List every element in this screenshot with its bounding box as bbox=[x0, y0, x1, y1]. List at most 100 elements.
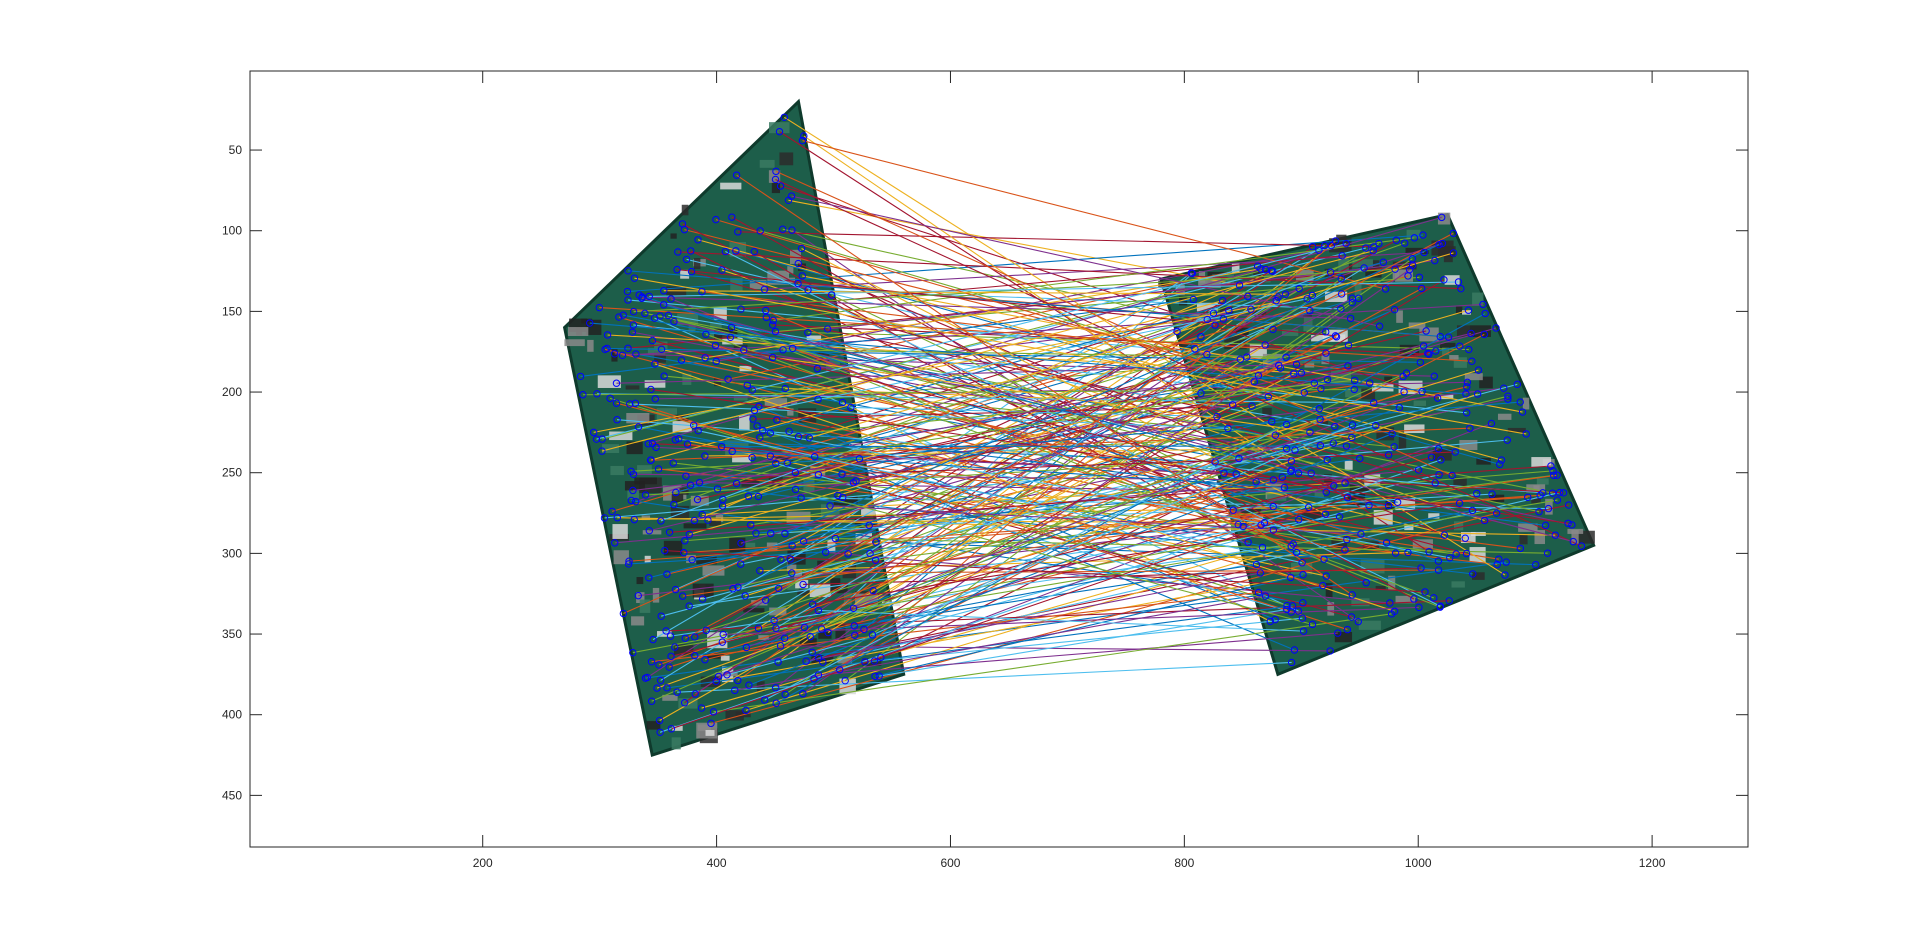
pcb-component bbox=[740, 542, 756, 548]
match-marker bbox=[1480, 330, 1488, 339]
match-marker bbox=[865, 521, 873, 530]
pcb-component bbox=[1431, 240, 1454, 256]
match-marker bbox=[626, 400, 634, 408]
pcb-component bbox=[1311, 334, 1334, 342]
match-marker bbox=[724, 375, 732, 383]
match-marker bbox=[682, 472, 690, 480]
match-marker bbox=[592, 435, 601, 443]
match-marker bbox=[579, 391, 587, 399]
match-marker bbox=[1444, 333, 1453, 341]
match-marker bbox=[799, 580, 807, 589]
match-marker bbox=[1211, 458, 1219, 466]
pcb-component bbox=[1281, 329, 1299, 336]
match-marker bbox=[1503, 436, 1512, 444]
match-marker bbox=[1323, 456, 1331, 464]
pcb-component bbox=[652, 587, 660, 603]
match-marker bbox=[1419, 342, 1428, 350]
pcb-component bbox=[862, 658, 882, 666]
match-marker bbox=[683, 440, 692, 448]
match-marker bbox=[1287, 573, 1295, 582]
match-marker bbox=[1416, 358, 1425, 367]
match-marker bbox=[1350, 385, 1358, 394]
pcb-component bbox=[707, 653, 724, 659]
match-marker bbox=[1425, 547, 1433, 556]
x-tick-label: 200 bbox=[473, 856, 493, 870]
match-marker bbox=[1282, 420, 1291, 429]
match-line bbox=[685, 232, 1454, 639]
pcb-component bbox=[688, 320, 696, 333]
match-marker bbox=[1294, 607, 1303, 615]
match-marker bbox=[1390, 443, 1398, 451]
match-marker bbox=[630, 515, 638, 524]
match-marker bbox=[1329, 439, 1337, 447]
match-marker bbox=[1261, 341, 1269, 349]
match-marker bbox=[756, 433, 764, 442]
pcb-component bbox=[597, 375, 621, 388]
match-marker bbox=[749, 415, 757, 423]
match-marker bbox=[1495, 555, 1503, 563]
match-marker bbox=[775, 127, 784, 136]
match-marker bbox=[834, 491, 842, 500]
match-line bbox=[682, 474, 1558, 597]
pcb-component bbox=[674, 644, 694, 656]
match-marker bbox=[1370, 399, 1378, 407]
match-marker bbox=[1331, 237, 1340, 245]
match-marker bbox=[611, 539, 619, 547]
match-marker bbox=[1287, 467, 1295, 476]
match-marker bbox=[798, 136, 807, 145]
match-marker bbox=[586, 319, 594, 327]
x-tick-label: 800 bbox=[1174, 856, 1194, 870]
match-marker bbox=[1173, 327, 1181, 336]
match-line bbox=[710, 512, 1497, 724]
match-line bbox=[589, 322, 1466, 395]
pcb-component bbox=[798, 263, 806, 271]
match-marker bbox=[1421, 588, 1429, 596]
match-marker bbox=[629, 486, 637, 495]
pcb-component bbox=[1196, 302, 1218, 312]
match-marker bbox=[1338, 252, 1346, 260]
match-line bbox=[677, 251, 1461, 290]
match-marker bbox=[1400, 388, 1408, 396]
pcb-component bbox=[1327, 602, 1335, 616]
match-marker bbox=[1343, 625, 1352, 634]
match-marker bbox=[1310, 379, 1319, 387]
match-marker bbox=[645, 292, 653, 301]
match-marker bbox=[1258, 543, 1267, 552]
match-marker bbox=[1543, 549, 1552, 557]
match-marker bbox=[1315, 246, 1323, 254]
pcb-component bbox=[1373, 510, 1393, 525]
pcb-component bbox=[835, 624, 846, 640]
match-line bbox=[638, 294, 1439, 562]
pcb-component bbox=[636, 592, 645, 604]
match-marker bbox=[1269, 502, 1277, 511]
match-marker bbox=[663, 684, 671, 692]
match-marker bbox=[1343, 535, 1351, 544]
match-marker bbox=[788, 344, 797, 353]
match-marker bbox=[776, 182, 785, 190]
match-marker bbox=[670, 317, 678, 326]
match-marker bbox=[1229, 401, 1237, 409]
match-marker bbox=[1467, 329, 1475, 338]
match-line bbox=[693, 298, 1308, 426]
pcb-component bbox=[1392, 268, 1400, 281]
match-marker bbox=[1290, 646, 1299, 654]
pcb-component bbox=[1352, 259, 1373, 268]
match-marker bbox=[1211, 321, 1219, 329]
match-marker bbox=[850, 622, 858, 630]
match-marker bbox=[1306, 428, 1314, 436]
match-marker bbox=[1235, 454, 1243, 463]
match-marker bbox=[1375, 322, 1384, 330]
match-marker bbox=[1497, 456, 1506, 464]
pcb-component bbox=[1449, 355, 1459, 360]
pcb-component bbox=[1392, 261, 1417, 270]
match-marker bbox=[686, 481, 695, 489]
match-marker bbox=[774, 658, 782, 666]
match-marker bbox=[644, 440, 652, 448]
match-marker bbox=[1454, 278, 1463, 286]
pcb-component bbox=[795, 580, 809, 589]
match-marker bbox=[747, 521, 755, 529]
pcb-component bbox=[1252, 515, 1263, 523]
match-marker bbox=[1250, 378, 1259, 386]
match-marker bbox=[1445, 597, 1453, 605]
match-marker bbox=[576, 372, 585, 381]
